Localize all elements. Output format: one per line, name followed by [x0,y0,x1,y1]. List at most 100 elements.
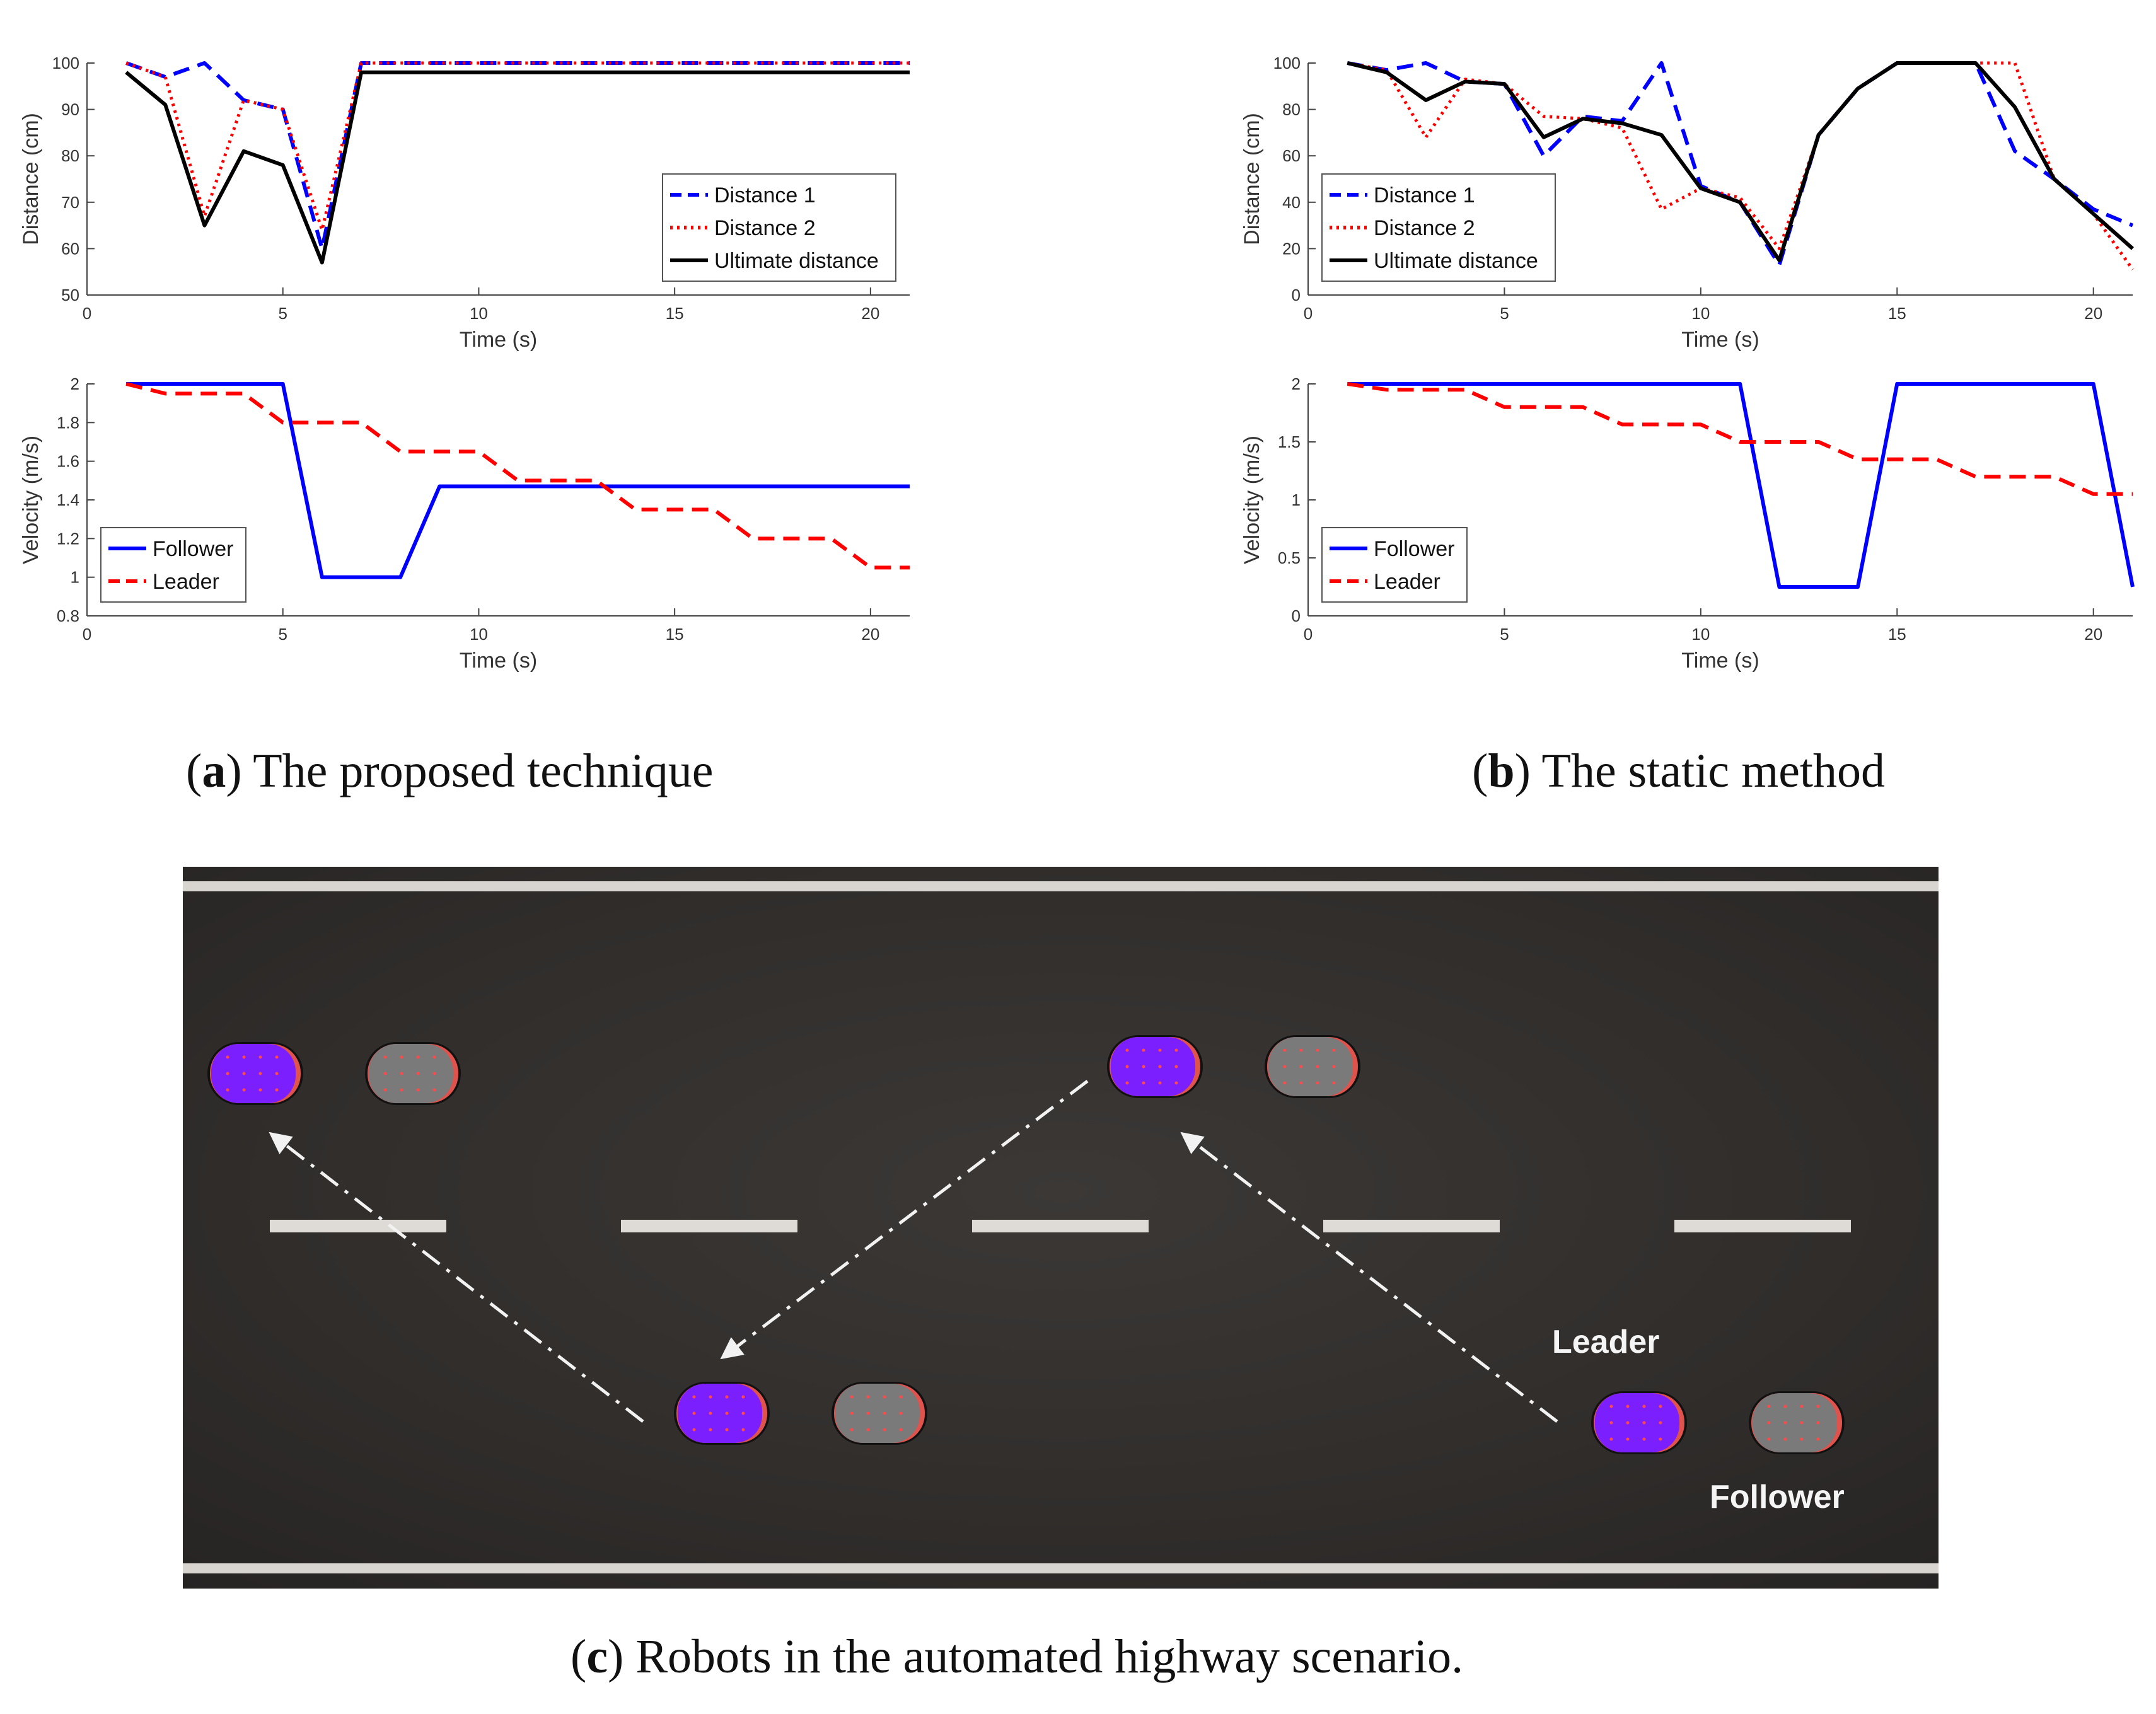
robot-sensor-dot [1332,1065,1336,1068]
robot-sensor-dot [692,1428,696,1432]
robot-sensor-dot [242,1055,246,1059]
chart-proposed-velocity: 0 5 10 15 20 0.8 1 1.2 1.4 1.6 1.8 2 Time (s) Velocit… [19,374,910,673]
x-tick-label: 5 [278,304,287,323]
x-tick-label: 15 [666,625,684,644]
legend: Distance 1 Distance 2 Ultimate distance [1321,173,1556,282]
caption-text: ) The proposed technique [226,744,714,797]
y-tick-label: 1.4 [57,490,79,509]
y-tick-label: 70 [61,193,79,212]
robot-sensor-dot [725,1395,729,1399]
x-tick-label: 0 [83,625,91,644]
x-tick-label: 10 [470,625,488,644]
robot-sensor-dot [1609,1437,1613,1441]
robot-body [1753,1393,1837,1452]
series-line [125,61,910,232]
robot-sensor-dot [1142,1048,1145,1052]
y-tick-label: 20 [1282,239,1301,258]
robot-sensor-dot [883,1395,886,1399]
y-tick-label: 80 [61,146,79,165]
y-tick-label: 80 [1282,100,1301,119]
caption-static-method: (b) The static method [1472,744,1886,797]
legend-box [1321,527,1468,603]
robot-sensor-dot [1767,1421,1771,1425]
caption-text: ) Robots in the automated highway scenar… [608,1630,1464,1683]
robot-body [678,1384,762,1443]
lane-dash [270,1220,446,1232]
robot-sensor-dot [709,1411,712,1415]
leader-robot [1107,1035,1203,1098]
legend-label: Leader [153,570,219,594]
y-axis-label: Velocity (m/s) [1240,436,1264,564]
robot-sensor-dot [1125,1065,1129,1068]
robot-sensor-dot [1142,1065,1145,1068]
trajectory-arrow [269,1132,644,1423]
y-tick-label: 60 [1282,146,1301,165]
robot-sensor-dot [226,1072,229,1075]
robot-sensor-dot [741,1428,745,1432]
robot-sensor-dot [275,1055,279,1059]
legend-label: Ultimate distance [714,249,879,273]
robot-sensor-dot [1299,1048,1303,1052]
robot-sensor-dot [258,1088,262,1092]
chart-static-velocity: 0 5 10 15 20 0 0.5 1 1.5 2 Time (s) Velocity (m/s) F… [1240,374,2135,673]
series-line [125,61,910,251]
robot-sensor-dot [883,1428,886,1432]
robot-body [1111,1037,1195,1096]
robot-sensor-dot [432,1055,436,1059]
robot-sensor-dot [1659,1421,1662,1425]
legend-label: Ultimate distance [1374,249,1538,273]
robot-sensor-dot [1609,1421,1613,1425]
series-line [1347,382,2135,589]
robot-sensor-dot [242,1088,246,1092]
robot-sensor-dot [416,1072,420,1075]
caption-letter: a [202,744,226,797]
x-axis-label: Time (s) [460,328,537,352]
robot-sensor-dot [850,1411,854,1415]
leader-robot [207,1042,303,1105]
y-tick-label: 1 [71,568,79,587]
highway-scene: Leader Follower [183,867,1939,1589]
x-tick-label: 0 [1304,304,1313,323]
legend-label: Distance 2 [1374,216,1475,240]
robot-sensor-dot [1816,1437,1820,1441]
robot-sensor-dot [709,1428,712,1432]
x-tick-label: 20 [861,304,879,323]
robot-sensor-dot [1800,1437,1804,1441]
follower-robot [1749,1391,1845,1454]
robot-sensor-dot [1316,1065,1319,1068]
follower-robot [365,1042,461,1105]
y-axis-label: Distance (cm) [19,113,43,245]
robot-sensor-dot [1158,1081,1162,1085]
caption-highway-scenario: (c) Robots in the automated highway scen… [571,1630,1464,1683]
series-line [125,70,910,265]
robot-sensor-dot [383,1055,387,1059]
follower-label: Follower [1710,1479,1845,1515]
robot-sensor-dot [1174,1048,1178,1052]
legend: Follower Leader [100,527,246,603]
trajectory-arrows [269,1080,1558,1423]
lane-dash [1323,1220,1500,1232]
robot-sensor-dot [1299,1081,1303,1085]
robot-sensor-dot [1816,1404,1820,1408]
y-axis-label: Velocity (m/s) [19,436,43,564]
robot-sensor-dot [1783,1421,1787,1425]
y-tick-label: 50 [61,286,79,304]
series-line [126,382,910,579]
robot-sensor-dot [416,1055,420,1059]
robot-body [1268,1037,1353,1096]
y-tick-label: 2 [71,374,79,393]
x-axis-label: Time (s) [1681,649,1759,673]
leader-robot [1591,1391,1687,1454]
caption-letter: c [586,1630,608,1683]
robot-sensor-dot [1626,1437,1630,1441]
robot-sensor-dot [1626,1404,1630,1408]
legend-label: Leader [1374,570,1440,594]
y-tick-label: 1.6 [57,452,79,471]
legend: Distance 1 Distance 2 Ultimate distance [662,173,896,282]
robot-sensor-dot [400,1088,403,1092]
y-tick-label: 0 [1292,606,1301,625]
robot-sensor-dot [383,1072,387,1075]
legend-box [662,173,896,282]
robot-sensor-dot [432,1088,436,1092]
